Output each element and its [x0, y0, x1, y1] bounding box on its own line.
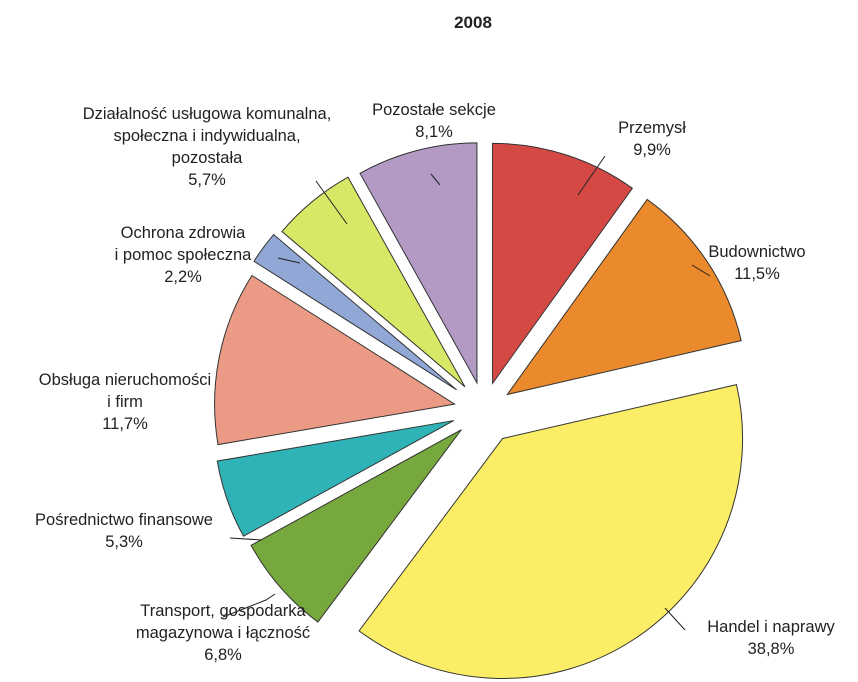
leader-line-6: [277, 257, 301, 264]
slice-label-line: społeczna i indywidualna,: [113, 127, 300, 145]
leader-lines: [222, 155, 711, 631]
slice-label-8: Pozostałe sekcje 8,1%: [372, 101, 496, 141]
pie-slice-7: [281, 176, 466, 388]
slice-label-line: 5,3%: [105, 533, 143, 551]
slice-label-line: Przemysł: [618, 119, 686, 137]
pie-slice-8: [359, 142, 478, 385]
slice-label-line: Pozostałe sekcje: [372, 101, 496, 119]
slice-label-line: magazynowa i łączność: [136, 624, 310, 642]
leader-line-7: [315, 180, 348, 225]
slice-label-line: 38,8%: [748, 640, 795, 658]
slice-label-line: 6,8%: [204, 646, 242, 664]
slice-label-line: 11,5%: [734, 265, 780, 283]
pie-slice-1: [506, 198, 742, 396]
pie-slice-6: [253, 233, 457, 391]
slice-label-3: Transport, gospodarka magazynowa i łączno…: [136, 602, 310, 664]
slice-label-line: i pomoc społeczna: [115, 246, 252, 264]
slice-label-line: Ochrona zdrowia: [121, 224, 247, 242]
slice-label-7: Działalność usługowa komunalna, społeczna…: [83, 105, 332, 189]
slice-labels: Przemysł 9,9% Budownictwo 11,5% Handel i nap…: [35, 101, 835, 664]
slice-label-line: pozostała: [172, 149, 243, 167]
slice-label-line: Obsługa nieruchomości: [39, 371, 211, 389]
chart-title: 2008: [454, 13, 492, 32]
pie-slice-3: [250, 429, 462, 623]
slice-label-1: Budownictwo 11,5%: [708, 243, 805, 283]
slice-label-line: 8,1%: [415, 123, 453, 141]
pie-slice-0: [492, 142, 634, 385]
slice-label-line: Budownictwo: [708, 243, 805, 261]
slice-label-line: Transport, gospodarka: [140, 602, 306, 620]
slice-label-line: 9,9%: [633, 141, 671, 159]
leader-line-2: [664, 607, 686, 631]
slice-label-0: Przemysł 9,9%: [618, 119, 686, 159]
slice-label-line: Pośrednictwo finansowe: [35, 511, 213, 529]
leader-line-0: [577, 155, 606, 196]
leader-line-1: [691, 264, 711, 277]
slice-label-4: Pośrednictwo finansowe 5,3%: [35, 511, 213, 551]
slice-label-2: Handel i naprawy 38,8%: [707, 618, 835, 658]
slice-label-line: 2,2%: [164, 268, 202, 286]
pie-slice-4: [216, 420, 455, 537]
slice-label-line: Handel i naprawy: [707, 618, 835, 636]
slice-label-line: 11,7%: [102, 415, 148, 433]
slice-label-line: Działalność usługowa komunalna,: [83, 105, 332, 123]
slice-label-5: Obsługa nieruchomości i firm 11,7%: [39, 371, 211, 433]
leader-line-8: [430, 173, 441, 186]
slice-label-line: 5,7%: [188, 171, 226, 189]
slice-label-line: i firm: [107, 393, 143, 411]
pie-slices: [214, 142, 744, 679]
pie-slice-5: [214, 274, 456, 446]
leader-line-4: [229, 537, 263, 541]
slice-label-6: Ochrona zdrowia i pomoc społeczna 2,2%: [115, 224, 252, 286]
pie-slice-2: [358, 384, 744, 679]
leader-line-3: [222, 593, 276, 618]
